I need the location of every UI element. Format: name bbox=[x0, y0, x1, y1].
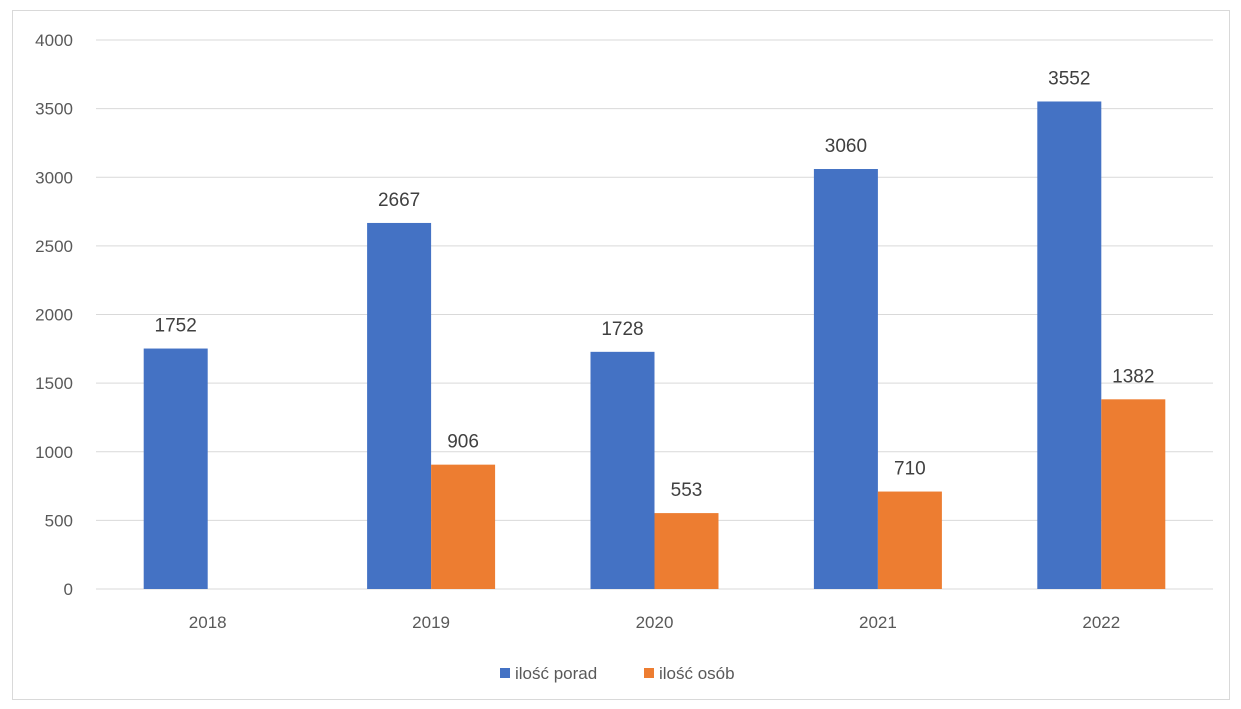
x-tick-label-2020: 2020 bbox=[636, 613, 674, 632]
legend-label-osob: ilość osób bbox=[659, 664, 735, 683]
x-tick-label-2022: 2022 bbox=[1082, 613, 1120, 632]
bar-osob-2020 bbox=[654, 513, 719, 589]
bar-porad-2018 bbox=[143, 348, 208, 589]
legend-swatch-porad bbox=[500, 668, 510, 678]
bars bbox=[143, 101, 1166, 589]
data-label-porad-2021: 3060 bbox=[825, 136, 867, 157]
bar-porad-2021 bbox=[813, 169, 878, 589]
bar-osob-2022 bbox=[1101, 399, 1166, 589]
legend-swatch-osob bbox=[644, 668, 654, 678]
bar-porad-2020 bbox=[590, 351, 655, 589]
data-label-osob-2020: 553 bbox=[671, 480, 703, 501]
x-axis-tick-labels: 2018 2019 2020 2021 2022 bbox=[189, 613, 1120, 632]
bar-porad-2022 bbox=[1037, 101, 1102, 589]
y-tick-label-3500: 3500 bbox=[35, 100, 73, 119]
y-tick-label-2000: 2000 bbox=[35, 306, 73, 325]
data-labels: 1752 2667 906 1728 553 3060 710 3552 1382 bbox=[155, 68, 1155, 501]
y-tick-label-2500: 2500 bbox=[35, 237, 73, 256]
y-tick-label-4000: 4000 bbox=[35, 31, 73, 50]
data-label-porad-2019: 2667 bbox=[378, 190, 420, 211]
y-tick-label-0: 0 bbox=[64, 580, 73, 599]
gridlines bbox=[96, 39, 1213, 590]
bar-osob-2019 bbox=[431, 464, 496, 589]
legend-label-porad: ilość porad bbox=[515, 664, 597, 683]
y-tick-label-500: 500 bbox=[45, 511, 73, 530]
data-label-osob-2021: 710 bbox=[894, 459, 926, 480]
x-tick-label-2018: 2018 bbox=[189, 613, 227, 632]
x-tick-label-2019: 2019 bbox=[412, 613, 450, 632]
y-tick-label-1500: 1500 bbox=[35, 374, 73, 393]
y-axis-tick-labels: 0 500 1000 1500 2000 2500 3000 3500 4000 bbox=[35, 31, 73, 599]
data-label-porad-2020: 1728 bbox=[601, 319, 643, 340]
data-label-porad-2018: 1752 bbox=[155, 316, 197, 337]
bar-osob-2021 bbox=[877, 491, 942, 589]
y-tick-label-3000: 3000 bbox=[35, 168, 73, 187]
data-label-osob-2022: 1382 bbox=[1112, 366, 1154, 387]
bar-porad-2019 bbox=[367, 222, 432, 589]
data-label-osob-2019: 906 bbox=[447, 432, 479, 453]
data-label-porad-2022: 3552 bbox=[1048, 68, 1090, 89]
legend: ilość porad ilość osób bbox=[500, 664, 735, 683]
x-tick-label-2021: 2021 bbox=[859, 613, 897, 632]
y-tick-label-1000: 1000 bbox=[35, 443, 73, 462]
